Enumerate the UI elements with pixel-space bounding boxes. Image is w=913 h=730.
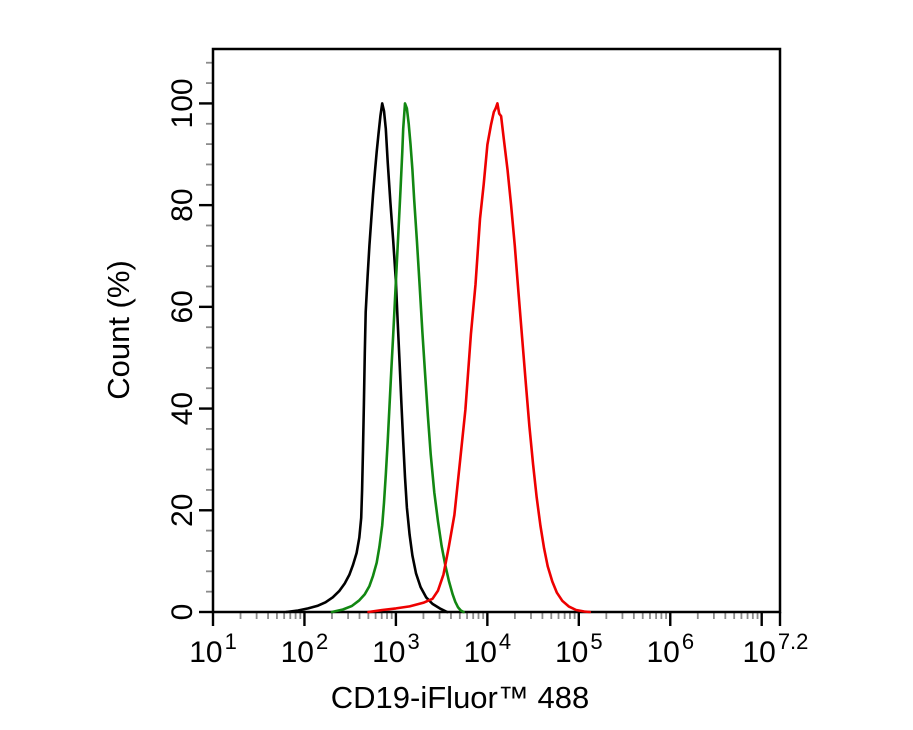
y-tick-label: 0: [166, 604, 199, 621]
x-axis-major-ticks: [211, 612, 782, 626]
plot-frame: [211, 47, 782, 614]
y-tick-label: 100: [166, 78, 199, 128]
histogram-curves: [284, 102, 592, 614]
y-axis-tick-labels: 0 20 40 60 80 100: [166, 78, 199, 620]
x-axis-tick-labels: 101 102 103 104 105 106 107.2: [189, 629, 808, 669]
curve-green-curve: [330, 102, 465, 614]
x-tick-label: 107.2: [742, 629, 808, 669]
y-tick-label: 20: [166, 494, 199, 527]
x-tick-label: 103: [372, 629, 420, 669]
x-tick-label: 102: [281, 629, 329, 669]
curve-red-curve: [367, 102, 592, 614]
x-tick-label: 101: [189, 629, 237, 669]
x-tick-label: 104: [464, 629, 512, 669]
y-tick-label: 40: [166, 392, 199, 425]
x-tick-label: 106: [646, 629, 694, 669]
y-axis-title: Count (%): [101, 260, 136, 400]
x-tick-label: 105: [555, 629, 603, 669]
curve-black-curve: [284, 102, 449, 614]
y-axis-major-ticks: [199, 102, 213, 614]
y-tick-label: 80: [166, 188, 199, 221]
y-tick-label: 60: [166, 290, 199, 323]
x-axis-title: CD19-iFluor™ 488: [331, 680, 589, 715]
